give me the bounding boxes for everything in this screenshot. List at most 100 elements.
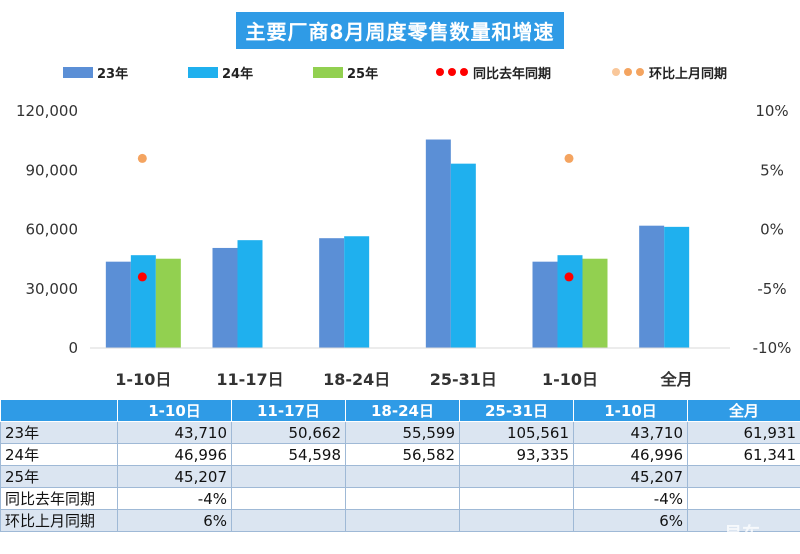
- table-cell: 45,207: [573, 465, 688, 488]
- legend-item-24: 24年: [188, 62, 253, 82]
- table-cell: 46,996: [573, 443, 688, 466]
- y-tick-label: 30,000: [26, 280, 79, 298]
- bar: [130, 255, 156, 348]
- bar: [155, 258, 181, 348]
- y-tick-label: 90,000: [26, 161, 79, 179]
- table-cell: -4%: [573, 487, 688, 510]
- scatter-point: [137, 272, 147, 282]
- bar: [557, 255, 583, 348]
- legend-marker-mom: [610, 68, 646, 76]
- bar: [582, 258, 608, 348]
- bar: [425, 139, 451, 348]
- table-cell: [687, 509, 800, 532]
- row-label: 23年: [0, 421, 118, 444]
- x-tick-label: 1-10日: [542, 370, 598, 389]
- table-cell: [687, 465, 800, 488]
- legend-item-yoy: 同比去年同期: [434, 62, 551, 82]
- x-tick-label: 11-17日: [216, 370, 283, 389]
- row-label: 环比上月同期: [0, 509, 118, 532]
- table-cell: [687, 487, 800, 510]
- y2-tick-label: 10%: [755, 102, 788, 120]
- row-label: 同比去年同期: [0, 487, 118, 510]
- y2-tick-label: -5%: [757, 280, 786, 298]
- x-tick-label: 1-10日: [115, 370, 171, 389]
- table-cell: 43,710: [573, 421, 688, 444]
- legend-item-mom: 环比上月同期: [610, 62, 727, 82]
- legend-label-23: 23年: [97, 66, 129, 82]
- scatter-point: [137, 153, 147, 163]
- table-cell: 93,335: [459, 443, 574, 466]
- table-cell: 61,931: [687, 421, 800, 444]
- table-cell: 45,207: [117, 465, 232, 488]
- chart-title: 主要厂商8月周度零售数量和增速: [235, 12, 565, 49]
- table-row: 23年 43,710 50,662 55,599 105,561 43,710 …: [0, 421, 800, 444]
- table-cell: 6%: [117, 509, 232, 532]
- bar: [237, 240, 263, 348]
- table-cell: [345, 509, 460, 532]
- bar: [344, 236, 370, 348]
- table-cell: [231, 509, 346, 532]
- table-cell: [345, 487, 460, 510]
- table-cell: [459, 465, 574, 488]
- table-header-cell: 18-24日: [345, 399, 460, 422]
- y-tick-label: 120,000: [16, 102, 78, 120]
- scatter-point: [564, 272, 574, 282]
- table-cell: 54,598: [231, 443, 346, 466]
- legend-swatch-23: [63, 66, 93, 78]
- legend-label-mom: 环比上月同期: [649, 66, 728, 82]
- legend: 23年 24年 25年 同比去年同期 环比上月同期: [0, 62, 800, 82]
- legend-item-25: 25年: [313, 62, 378, 82]
- bar: [105, 261, 131, 348]
- table-header-cell: 11-17日: [231, 399, 346, 422]
- chart-plot: 0 30,000 60,000 90,000 120,000 -10% -5% 0% 5% 10%…: [16, 102, 792, 389]
- table-cell: -4%: [117, 487, 232, 510]
- table-cell: 46,996: [117, 443, 232, 466]
- bar: [319, 238, 345, 348]
- table-cell: [231, 487, 346, 510]
- table-cell: [459, 487, 574, 510]
- legend-marker-yoy: [434, 68, 470, 76]
- scatter-point: [564, 153, 574, 163]
- table-cell: 105,561: [459, 421, 574, 444]
- data-table: 1-10日 11-17日 18-24日 25-31日 1-10日 全月 23年 …: [0, 399, 800, 532]
- watermark: 易车: [724, 524, 760, 545]
- table-header-cell: 全月: [687, 399, 800, 422]
- bar: [532, 261, 558, 348]
- table-cell: 55,599: [345, 421, 460, 444]
- table-row: 同比去年同期 -4% -4%: [0, 487, 800, 510]
- row-label: 24年: [0, 443, 118, 466]
- table-header-cell: 1-10日: [117, 399, 232, 422]
- table-cell: [345, 465, 460, 488]
- table-row: 24年 46,996 54,598 56,582 93,335 46,996 6…: [0, 443, 800, 466]
- table-cell: [231, 465, 346, 488]
- y-tick-label: 0: [68, 339, 78, 357]
- table-cell: 43,710: [117, 421, 232, 444]
- bar: [639, 225, 665, 348]
- table-cell: [459, 509, 574, 532]
- x-tick-label: 25-31日: [430, 370, 497, 389]
- legend-label-yoy: 同比去年同期: [473, 66, 552, 82]
- legend-swatch-24: [188, 66, 218, 78]
- legend-label-24: 24年: [222, 66, 254, 82]
- legend-swatch-25: [313, 66, 343, 78]
- table-row: 25年 45,207 45,207: [0, 465, 800, 488]
- bar: [664, 226, 690, 348]
- table-cell: 61,341: [687, 443, 800, 466]
- x-tick-label: 18-24日: [323, 370, 390, 389]
- legend-label-25: 25年: [347, 66, 379, 82]
- table-header-cell: 25-31日: [459, 399, 574, 422]
- table-row: 环比上月同期 6% 6%: [0, 509, 800, 532]
- table-cell: 56,582: [345, 443, 460, 466]
- table-cell: 50,662: [231, 421, 346, 444]
- bar: [450, 163, 476, 348]
- legend-item-23: 23年: [63, 62, 128, 82]
- table-header-row: 1-10日 11-17日 18-24日 25-31日 1-10日 全月: [0, 399, 800, 422]
- table-header-cell: [0, 399, 118, 422]
- y2-tick-label: -10%: [753, 339, 792, 357]
- table-header-cell: 1-10日: [573, 399, 688, 422]
- x-tick-label: 全月: [660, 370, 693, 389]
- bar: [212, 247, 238, 348]
- y-tick-label: 60,000: [26, 221, 79, 239]
- row-label: 25年: [0, 465, 118, 488]
- table-cell: 6%: [573, 509, 688, 532]
